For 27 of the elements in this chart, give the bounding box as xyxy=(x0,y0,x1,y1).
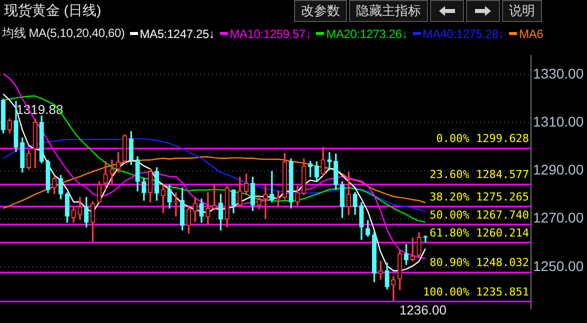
ref-line-label: 50.00% 1267.740 xyxy=(430,208,529,222)
ref-line-label: 23.60% 1284.577 xyxy=(430,168,529,182)
chart-title: 现货黄金 (日线) xyxy=(4,2,102,20)
legend-label: MA6 xyxy=(519,26,544,40)
text: 说明 xyxy=(502,0,542,22)
legend-label: MA20:1273.26↓ xyxy=(326,26,408,40)
ref-line-label: 0.00% 1299.628 xyxy=(436,132,529,145)
candlestick xyxy=(391,276,396,301)
ref-line-label: 80.90% 1248.032 xyxy=(430,256,529,270)
legend-label: MA40:1275.28↓ xyxy=(422,26,504,40)
candlestick xyxy=(263,184,268,219)
text: 改参数 xyxy=(294,0,347,22)
y-tick-label: 1250.00 xyxy=(533,258,584,274)
ref-line-label: 100.00% 1235.851 xyxy=(423,285,529,298)
legend-label: MA5:1247.25↓ xyxy=(140,26,215,40)
ref-line-label: 61.80% 1260.214 xyxy=(430,226,530,240)
ref-line-label: 38.20% 1275.265 xyxy=(430,190,529,204)
y-tick-label: 1290.00 xyxy=(533,162,584,178)
y-tick-label: 1270.00 xyxy=(533,210,584,226)
text: 隐藏主指标 xyxy=(349,0,428,22)
legend-label: MA10:1259.57↓ xyxy=(230,26,312,40)
candlestick xyxy=(423,235,428,242)
y-tick-label: 1330.00 xyxy=(533,65,584,82)
candlestick xyxy=(110,160,114,184)
legend-title: 均线 MA(5,10,20,40,60) xyxy=(2,25,125,42)
annotation: 1236.00 xyxy=(399,302,446,318)
y-tick-label: 1310.00 xyxy=(533,114,584,130)
